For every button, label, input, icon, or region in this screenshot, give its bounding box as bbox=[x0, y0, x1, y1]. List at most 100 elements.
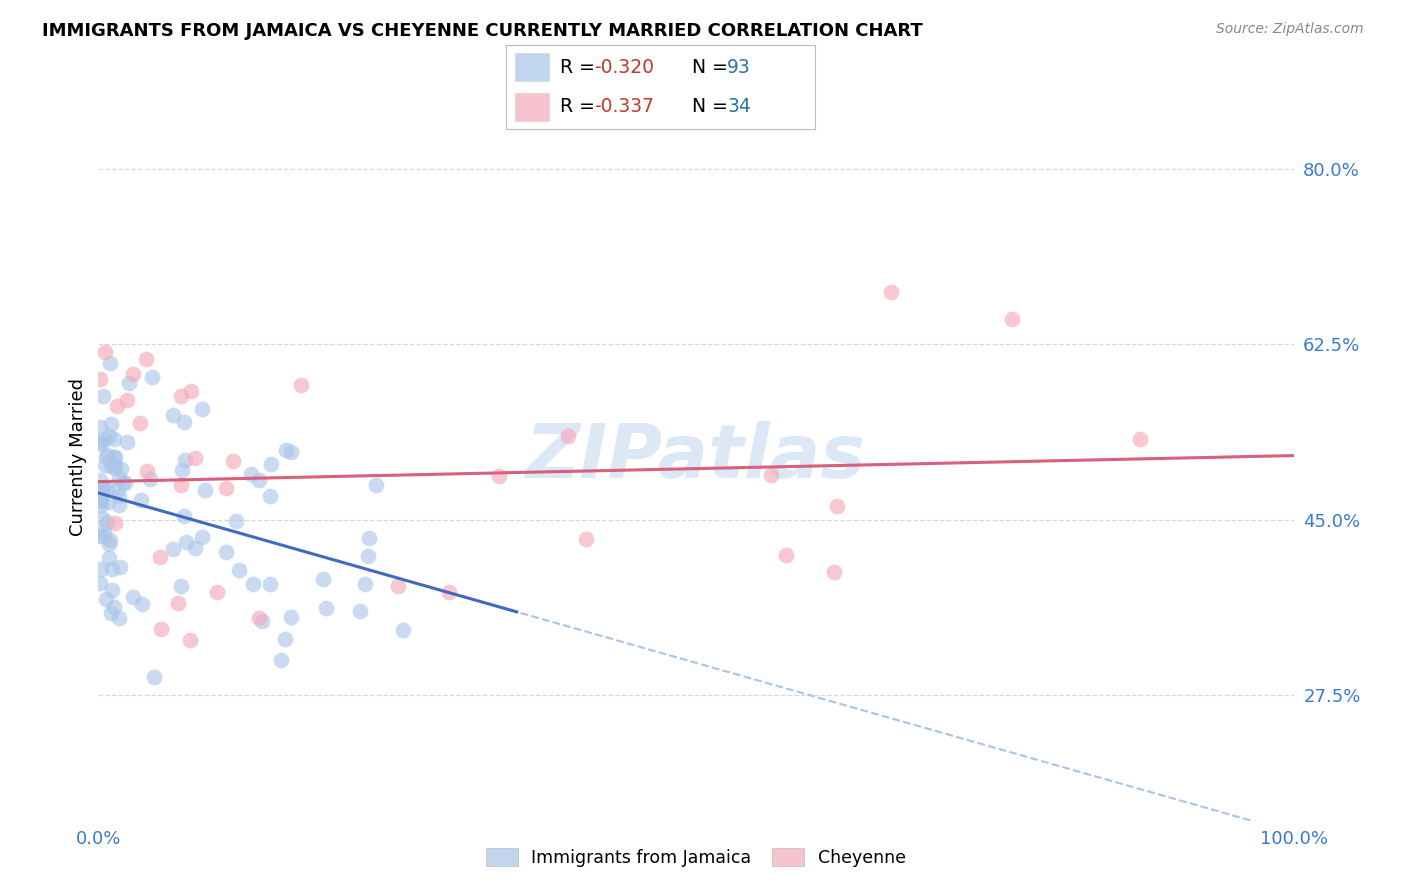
Point bbox=[366, 477, 388, 491]
Point bbox=[190, 401, 212, 416]
Point bbox=[170, 388, 193, 402]
Bar bbox=[516, 93, 550, 120]
Point bbox=[90, 486, 112, 500]
Point bbox=[114, 476, 136, 491]
Point bbox=[190, 531, 212, 545]
Point bbox=[357, 549, 380, 564]
Point bbox=[105, 483, 128, 497]
Point bbox=[179, 632, 201, 647]
Point bbox=[100, 607, 122, 621]
Point bbox=[194, 483, 217, 498]
Point bbox=[103, 450, 125, 465]
Point bbox=[280, 609, 302, 624]
Point bbox=[215, 481, 238, 495]
Point bbox=[89, 576, 111, 591]
Point bbox=[93, 389, 115, 403]
Point bbox=[98, 550, 121, 565]
Point bbox=[557, 429, 579, 443]
Point bbox=[880, 285, 903, 299]
Point bbox=[104, 457, 127, 471]
Point bbox=[91, 510, 114, 524]
Point bbox=[118, 376, 141, 390]
Point bbox=[274, 632, 297, 646]
Point bbox=[250, 614, 273, 628]
Point bbox=[149, 622, 172, 636]
Point bbox=[110, 462, 132, 476]
Text: 93: 93 bbox=[727, 58, 751, 77]
Point bbox=[93, 524, 115, 539]
Point bbox=[349, 604, 371, 618]
Point bbox=[174, 535, 197, 549]
Point bbox=[104, 450, 127, 464]
Point bbox=[107, 611, 129, 625]
Point bbox=[215, 545, 238, 559]
Point bbox=[90, 493, 112, 508]
Point bbox=[222, 454, 245, 468]
Text: -0.337: -0.337 bbox=[595, 97, 654, 116]
Point bbox=[131, 597, 153, 611]
Point bbox=[122, 590, 145, 604]
Point bbox=[101, 583, 124, 598]
Point bbox=[94, 458, 117, 473]
Point bbox=[89, 529, 111, 543]
Point bbox=[162, 541, 184, 556]
Point bbox=[91, 481, 114, 495]
Point bbox=[180, 384, 202, 398]
Point bbox=[101, 562, 124, 576]
Point bbox=[259, 576, 281, 591]
Point bbox=[107, 489, 129, 503]
Point bbox=[97, 495, 120, 509]
Point bbox=[174, 452, 197, 467]
Point bbox=[108, 560, 131, 574]
Point bbox=[488, 469, 510, 483]
Point bbox=[100, 356, 122, 370]
Point bbox=[247, 473, 270, 487]
Point bbox=[89, 435, 111, 450]
Text: 34: 34 bbox=[727, 97, 751, 116]
Point bbox=[129, 492, 152, 507]
Point bbox=[103, 432, 125, 446]
Point bbox=[162, 408, 184, 422]
Point bbox=[207, 584, 229, 599]
Point bbox=[260, 457, 283, 471]
Point bbox=[823, 565, 845, 579]
Point bbox=[761, 468, 783, 483]
Point bbox=[89, 372, 111, 386]
Point bbox=[170, 579, 193, 593]
Point bbox=[240, 467, 263, 481]
Text: N =: N = bbox=[692, 58, 728, 77]
Point bbox=[112, 475, 135, 489]
Point bbox=[96, 480, 118, 494]
Text: R =: R = bbox=[560, 97, 595, 116]
Point bbox=[117, 435, 139, 450]
Point bbox=[143, 670, 166, 684]
Point bbox=[290, 377, 312, 392]
Point bbox=[94, 592, 117, 607]
Point bbox=[183, 541, 205, 556]
Point bbox=[107, 499, 129, 513]
Point bbox=[173, 415, 195, 429]
Point bbox=[104, 461, 127, 475]
Point bbox=[247, 611, 270, 625]
Point bbox=[91, 480, 114, 494]
Point bbox=[173, 509, 195, 524]
Point bbox=[105, 399, 128, 413]
Point bbox=[437, 585, 460, 599]
Point bbox=[169, 478, 191, 492]
Point bbox=[135, 352, 157, 367]
Text: IMMIGRANTS FROM JAMAICA VS CHEYENNE CURRENTLY MARRIED CORRELATION CHART: IMMIGRANTS FROM JAMAICA VS CHEYENNE CURR… bbox=[42, 22, 922, 40]
Point bbox=[103, 599, 125, 614]
Point bbox=[104, 516, 127, 530]
Y-axis label: Currently Married: Currently Married bbox=[69, 378, 87, 536]
Point bbox=[90, 491, 112, 506]
Point bbox=[107, 471, 129, 485]
Point bbox=[354, 577, 377, 591]
Point bbox=[129, 416, 152, 430]
Legend: Immigrants from Jamaica, Cheyenne: Immigrants from Jamaica, Cheyenne bbox=[479, 841, 912, 874]
Text: N =: N = bbox=[692, 97, 728, 116]
Point bbox=[387, 579, 409, 593]
Point bbox=[93, 528, 115, 542]
Point bbox=[149, 549, 172, 564]
Point bbox=[167, 596, 190, 610]
Point bbox=[270, 653, 292, 667]
